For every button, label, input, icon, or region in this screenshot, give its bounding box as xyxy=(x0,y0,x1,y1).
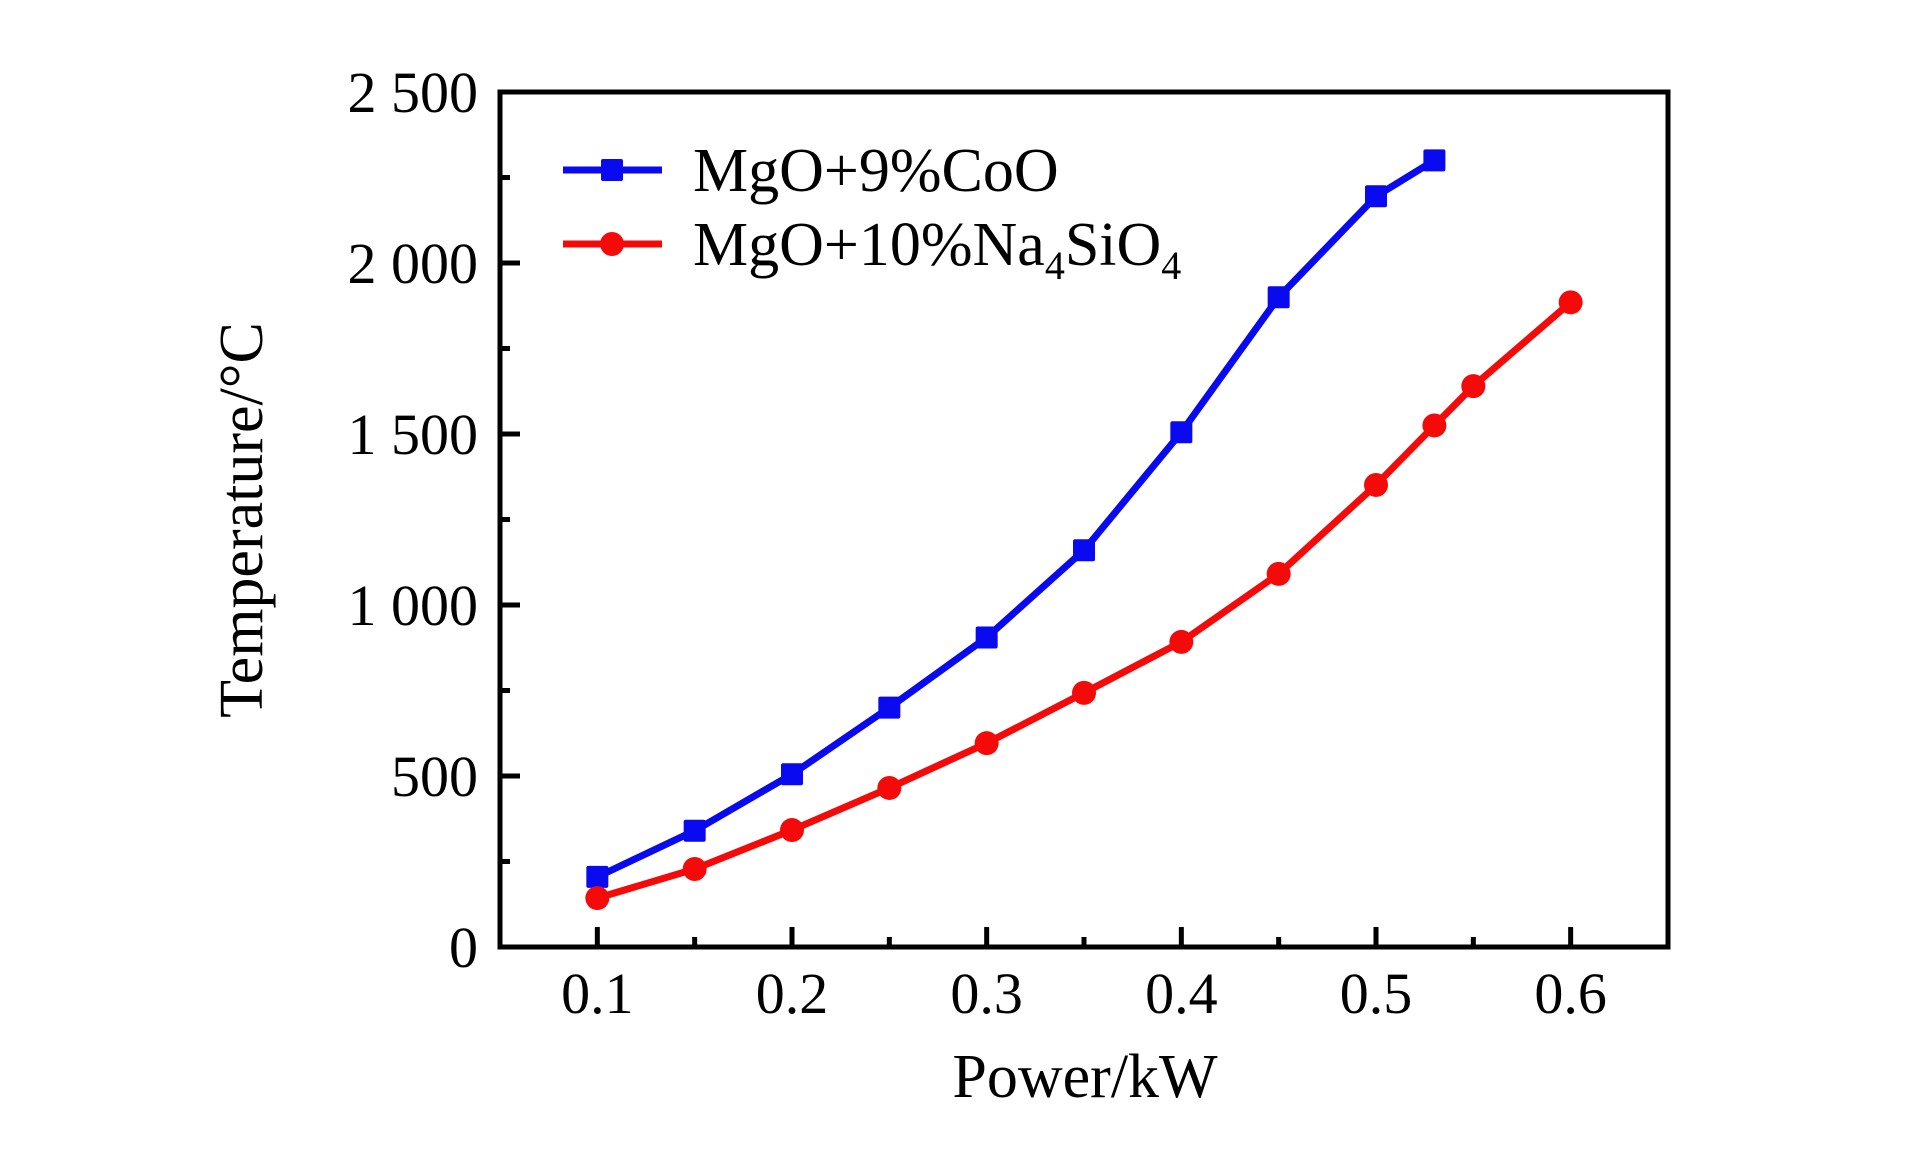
plot-frame xyxy=(497,89,1671,950)
series-2 xyxy=(585,290,1583,911)
data-point xyxy=(975,626,998,649)
x-tick-label: 0.3 xyxy=(950,961,1023,1026)
y-tick-label: 0 xyxy=(449,915,478,980)
data-point xyxy=(1423,149,1446,172)
legend-item: MgO+9%CoO xyxy=(563,137,1059,205)
data-point xyxy=(586,865,609,888)
data-point xyxy=(585,886,610,911)
tick-labels: 0.1 0.2 0.3 0.4 0.5 0.6 0 500 1 000 1 500 2 000 2 5… xyxy=(348,60,1607,1026)
data-point xyxy=(1267,286,1290,309)
x-tick-label: 0.2 xyxy=(756,961,829,1026)
legend-marker xyxy=(601,159,623,181)
data-point xyxy=(1170,421,1193,444)
x-axis-title: Power/kW xyxy=(952,1043,1218,1111)
x-tick-label: 0.6 xyxy=(1534,961,1607,1026)
data-point xyxy=(1558,290,1583,315)
x-tick-label: 0.4 xyxy=(1145,961,1218,1026)
y-tick-label: 1 500 xyxy=(348,402,479,467)
legend-subscript: 4 xyxy=(1161,243,1181,288)
legend-label: MgO+9%CoO xyxy=(693,137,1059,205)
series-layer xyxy=(585,149,1583,911)
legend-subscript: 4 xyxy=(1045,243,1065,288)
y-tick-label: 1 000 xyxy=(348,573,479,638)
y-axis-title: Temperature/°C xyxy=(208,322,276,718)
data-point xyxy=(1365,185,1387,208)
legend-marker xyxy=(600,232,624,256)
data-point xyxy=(781,763,803,786)
x-tick-label: 0.5 xyxy=(1340,961,1413,1026)
data-point xyxy=(1073,539,1095,562)
legend-text-part: SiO xyxy=(1065,211,1161,279)
legend-label: MgO+10%Na4SiO4 xyxy=(693,211,1181,288)
data-point xyxy=(780,818,804,843)
data-point xyxy=(1266,561,1291,586)
data-point xyxy=(1364,472,1388,497)
data-point xyxy=(878,696,901,719)
series-1 xyxy=(586,149,1446,888)
y-tick-label: 2 000 xyxy=(348,231,479,296)
data-point xyxy=(1461,374,1486,399)
y-tick-label: 500 xyxy=(391,744,478,809)
y-tick-label: 2 500 xyxy=(348,60,479,125)
x-tick-label: 0.1 xyxy=(561,961,634,1026)
series-line xyxy=(595,157,1437,881)
data-point xyxy=(682,857,707,882)
data-point xyxy=(1422,413,1447,438)
legend-text-part: MgO+10%Na xyxy=(693,211,1045,279)
data-point xyxy=(683,819,706,842)
legend-text-part: MgO+9%CoO xyxy=(693,137,1059,205)
data-point xyxy=(974,731,999,756)
data-point xyxy=(877,775,902,800)
data-point xyxy=(1169,629,1194,654)
data-point xyxy=(1072,680,1096,705)
legend-item: MgO+10%Na4SiO4 xyxy=(563,211,1181,288)
